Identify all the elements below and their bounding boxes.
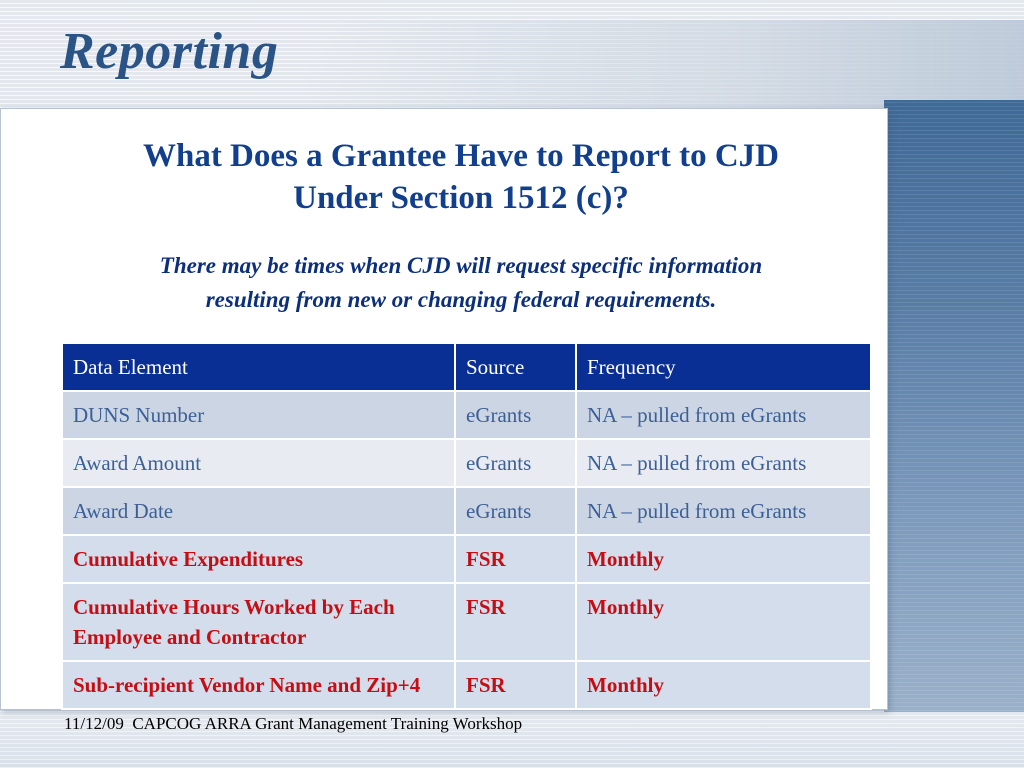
cell-data-element: Award Amount — [61, 438, 456, 488]
cell-data-element: Award Date — [61, 486, 456, 536]
slide-subtitle: There may be times when CJD will request… — [41, 249, 881, 317]
cell-data-element: Cumulative Hours Worked by Each Employee… — [61, 582, 456, 662]
footer-date: 11/12/09 — [64, 714, 124, 733]
cell-source: FSR — [454, 660, 577, 710]
content-panel: What Does a Grantee Have to Report to CJ… — [0, 108, 888, 710]
subtitle-line: resulting from new or changing federal r… — [205, 287, 717, 312]
table-row: Award Date eGrants NA – pulled from eGra… — [61, 486, 872, 536]
cell-data-element: Sub-recipient Vendor Name and Zip+4 — [61, 660, 456, 710]
reporting-table: Data Element Source Frequency DUNS Numbe… — [61, 342, 872, 710]
cell-source: eGrants — [454, 486, 577, 536]
cell-frequency: Monthly — [575, 582, 872, 662]
cell-source: eGrants — [454, 390, 577, 440]
slide-footer: 11/12/09 CAPCOG ARRA Grant Management Tr… — [64, 714, 522, 734]
cell-source: eGrants — [454, 438, 577, 488]
footer-text: CAPCOG ARRA Grant Management Training Wo… — [132, 714, 523, 733]
cell-data-element: DUNS Number — [61, 390, 456, 440]
slide-title: Reporting — [60, 23, 279, 80]
cell-frequency: NA – pulled from eGrants — [575, 486, 872, 536]
background-bottom-band — [0, 712, 1024, 768]
table-row: Sub-recipient Vendor Name and Zip+4 FSR … — [61, 660, 872, 710]
background-top-texture — [300, 20, 1024, 110]
table-row: Award Amount eGrants NA – pulled from eG… — [61, 438, 872, 488]
cell-source: FSR — [454, 534, 577, 584]
cell-frequency: NA – pulled from eGrants — [575, 390, 872, 440]
heading-line: Under Section 1512 (c)? — [293, 180, 629, 216]
heading-line: What Does a Grantee Have to Report to CJ… — [142, 138, 780, 174]
cell-frequency: Monthly — [575, 534, 872, 584]
subtitle-line: There may be times when CJD will request… — [159, 253, 763, 278]
table-row: Cumulative Hours Worked by Each Employee… — [61, 582, 872, 662]
cell-data-element: Cumulative Expenditures — [61, 534, 456, 584]
column-header-data-element: Data Element — [61, 342, 456, 392]
cell-frequency: NA – pulled from eGrants — [575, 438, 872, 488]
table-row: Cumulative Expenditures FSR Monthly — [61, 534, 872, 584]
column-header-frequency: Frequency — [575, 342, 872, 392]
column-header-source: Source — [454, 342, 577, 392]
cell-source: FSR — [454, 582, 577, 662]
slide-heading: What Does a Grantee Have to Report to CJ… — [41, 135, 881, 219]
cell-frequency: Monthly — [575, 660, 872, 710]
table-row: DUNS Number eGrants NA – pulled from eGr… — [61, 390, 872, 440]
background-blue-panel — [884, 100, 1024, 715]
table-header-row: Data Element Source Frequency — [61, 342, 872, 392]
